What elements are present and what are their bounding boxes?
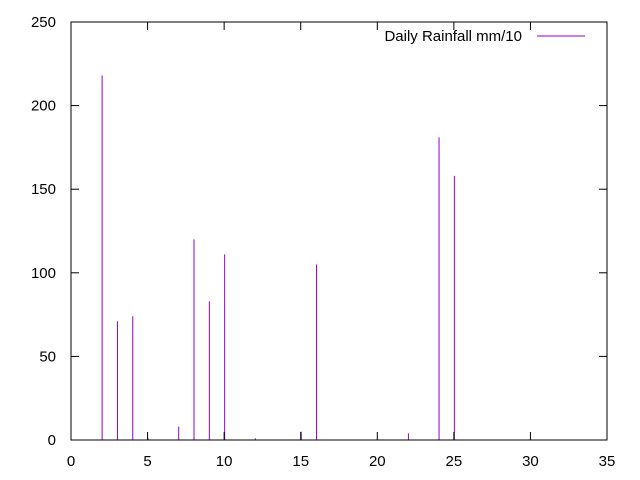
y-tick-label: 100 [31,265,56,282]
x-tick-label: 25 [446,453,463,470]
impulse-series [101,75,455,440]
x-tick-label: 30 [522,453,539,470]
legend-entry-label: Daily Rainfall mm/10 [384,28,522,45]
y-tick-label: 150 [31,181,56,198]
x-tick-label: 20 [369,453,386,470]
y-tick-label: 250 [31,14,56,31]
y-tick-label: 0 [48,432,56,449]
x-axis: 0 5 10 15 20 25 30 35 [67,22,616,470]
x-tick-label: 35 [599,453,616,470]
x-tick-label: 10 [216,453,233,470]
y-tick-label: 200 [31,98,56,115]
y-tick-label: 50 [39,348,56,365]
y-axis: 0 50 100 150 200 250 [31,14,607,449]
x-tick-label: 0 [67,453,75,470]
x-tick-label: 5 [143,453,151,470]
x-tick-label: 15 [292,453,309,470]
legend: Daily Rainfall mm/10 [384,28,585,45]
plot-frame [70,21,608,441]
